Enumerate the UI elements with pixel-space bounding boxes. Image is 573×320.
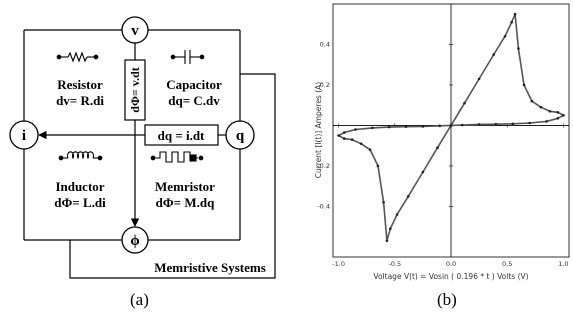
- x-tick-label: 0.0: [446, 260, 456, 268]
- data-point: [513, 12, 517, 16]
- data-point: [477, 77, 481, 81]
- node-v-label: v: [131, 23, 139, 39]
- chart-points: [337, 12, 565, 243]
- y-axis-label: Current [I(t)] Amperes (A): [314, 82, 323, 178]
- data-point: [438, 124, 442, 128]
- data-point: [436, 146, 439, 150]
- data-point: [528, 121, 531, 125]
- data-point: [421, 125, 425, 128]
- y-tick-label: -0.2: [317, 162, 330, 170]
- data-point: [562, 114, 565, 117]
- data-point: [376, 164, 380, 168]
- data-point: [463, 101, 466, 105]
- data-point: [492, 53, 496, 56]
- x-tick-label: 0.5: [502, 260, 512, 268]
- data-point: [503, 35, 507, 38]
- x-tick-label: -1.0: [332, 260, 345, 268]
- caption-b: (b): [437, 290, 457, 309]
- data-point: [337, 134, 340, 137]
- y-tick-label: 0.4: [320, 40, 330, 48]
- data-point: [517, 47, 520, 50]
- flux-link-label: dΦ= v.dt: [128, 67, 142, 112]
- node-q: q: [225, 120, 255, 150]
- data-point: [449, 124, 453, 127]
- data-point: [395, 213, 399, 216]
- data-point: [421, 170, 425, 174]
- memristive-systems-loop: [69, 73, 276, 279]
- data-point: [556, 117, 560, 120]
- data-point: [350, 138, 354, 141]
- data-point: [510, 20, 513, 24]
- y-tick-label: 0.2: [320, 81, 330, 89]
- data-point: [556, 110, 560, 114]
- data-point: [494, 122, 498, 126]
- node-i-label: i: [22, 128, 26, 144]
- data-point: [460, 123, 464, 127]
- node-phi-label: ϕ: [130, 233, 139, 249]
- circuit-diagram: [23, 29, 276, 279]
- inductor-name: Inductor: [55, 179, 104, 194]
- data-point: [342, 131, 346, 134]
- memristor-symbol-icon: [150, 151, 204, 163]
- data-point: [477, 123, 481, 126]
- data-point: [354, 128, 357, 131]
- data-point: [545, 120, 548, 123]
- y-tick-label: -0.4: [317, 202, 330, 210]
- x-tick-label: -0.5: [388, 260, 401, 268]
- memristor-name: Memristor: [155, 179, 215, 194]
- capacitor-equation: dq= C.dv: [168, 93, 220, 108]
- charge-link-label: dq = i.dt: [158, 128, 205, 143]
- data-point: [368, 148, 372, 152]
- resistor-name: Resistor: [57, 77, 103, 92]
- capacitor-name: Capacitor: [166, 77, 222, 92]
- data-point: [382, 201, 385, 204]
- data-point: [371, 126, 374, 130]
- data-point: [359, 142, 363, 145]
- iv-chart: -1.0 -0.5 0.0 0.5 1.0 -0.4 -0.2 0.2 0.4 Voltage …: [314, 3, 570, 281]
- inductor-symbol-icon: [58, 151, 103, 161]
- x-axis-label: Voltage V(t) = Vosin ( 0.196 * t ) Volts…: [373, 272, 528, 281]
- data-point: [389, 227, 392, 230]
- node-phi: ϕ: [121, 226, 149, 254]
- x-tick-label: 1.0: [558, 260, 568, 268]
- resistor-equation: dv= R.di: [56, 93, 104, 108]
- data-point: [511, 122, 515, 126]
- caption-a: (a): [130, 290, 149, 309]
- resistor-symbol-icon: [56, 51, 99, 63]
- data-point: [406, 194, 410, 198]
- data-point: [387, 125, 391, 129]
- data-point: [530, 99, 534, 103]
- capacitor-symbol-icon: [170, 50, 205, 64]
- data-point: [342, 137, 346, 140]
- inductor-equation: dΦ= L.di: [54, 195, 106, 210]
- memristor-equation: dΦ= M.dq: [156, 195, 215, 210]
- chart-ticks: -1.0 -0.5 0.0 0.5 1.0 -0.4 -0.2 0.2 0.4: [317, 40, 568, 268]
- data-point: [385, 239, 389, 243]
- node-i: i: [9, 120, 39, 150]
- data-point: [548, 109, 552, 113]
- flux-link-box: [124, 59, 146, 121]
- data-point: [404, 125, 408, 128]
- node-q-label: q: [236, 128, 245, 144]
- charge-link-box: [144, 124, 219, 146]
- memristive-systems-label: Memristive Systems: [154, 260, 266, 275]
- node-v: v: [121, 16, 149, 44]
- data-point: [539, 105, 543, 109]
- data-point: [522, 83, 526, 87]
